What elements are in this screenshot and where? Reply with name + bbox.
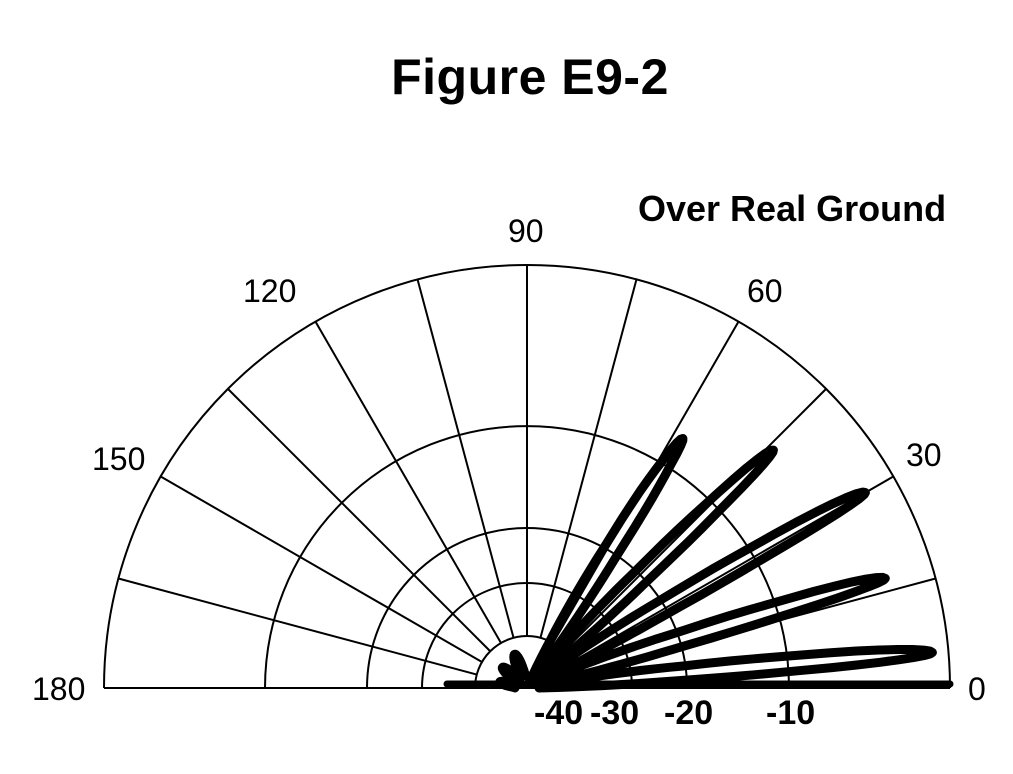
spoke-105 <box>416 279 515 639</box>
radiation-pattern <box>443 434 954 693</box>
polar-grid <box>103 264 951 689</box>
angle-label-0: 0 <box>968 671 986 707</box>
spoke-45 <box>563 388 827 652</box>
angle-label-150: 150 <box>92 441 145 477</box>
spoke-135 <box>227 388 491 652</box>
spoke-120 <box>314 321 502 644</box>
angle-label-180: 180 <box>32 671 85 707</box>
spoke-75 <box>539 279 638 639</box>
db-label-minus-40: -40 <box>534 694 583 732</box>
db-label-minus-30: -30 <box>590 694 639 732</box>
figure-title: Figure E9-2 <box>391 49 669 105</box>
db-label-minus-20: -20 <box>664 694 713 732</box>
angle-label-60: 60 <box>747 273 783 309</box>
angle-label-90: 90 <box>508 213 544 249</box>
angle-label-120: 120 <box>243 273 296 309</box>
angle-label-30: 30 <box>906 437 942 473</box>
spoke-165 <box>118 577 478 676</box>
pattern-trace <box>495 434 937 693</box>
chart-subtitle: Over Real Ground <box>638 188 947 229</box>
db-label-minus-10: -10 <box>766 694 815 732</box>
spoke-150 <box>160 475 483 663</box>
